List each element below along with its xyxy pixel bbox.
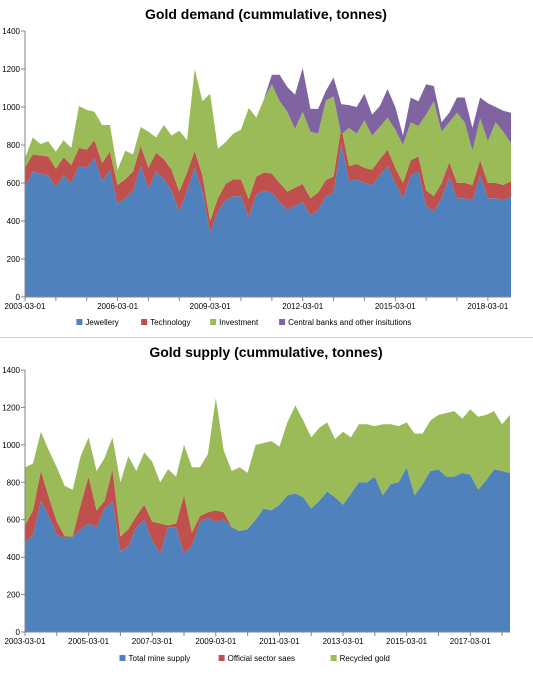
legend-swatch [76, 319, 83, 325]
x-tick-label: 2009-03-01 [190, 302, 231, 311]
x-tick-label: 2006-03-01 [97, 302, 138, 311]
legend-label: Technology [150, 318, 190, 327]
legend-swatch [218, 655, 225, 661]
x-tick-label: 2011-03-01 [259, 637, 300, 646]
y-tick-label: 400 [7, 553, 21, 562]
area-series-jewellery [25, 143, 511, 297]
gold-supply-svg: Gold supply (cummulative, tonnes) 0 200 400… [2, 344, 510, 663]
y-tick-label: 0 [16, 293, 21, 302]
legend-swatch [279, 319, 286, 325]
legend-label: Central banks and other insitutions [288, 318, 411, 327]
y-tick-label: 200 [7, 255, 21, 264]
y-tick-label: 1000 [2, 103, 20, 112]
y-tick-label: 1400 [2, 27, 20, 36]
legend-swatch [210, 319, 217, 325]
area-series-investment [25, 69, 511, 221]
legend-item: Recycled gold [330, 654, 390, 663]
y-tick-label: 0 [16, 628, 21, 637]
x-tick-label: 2005-03-01 [68, 637, 109, 646]
x-tick-label: 2007-03-01 [132, 637, 173, 646]
x-tick-label: 2015-03-01 [375, 302, 416, 311]
x-tick-label: 2018-03-01 [467, 302, 508, 311]
y-tick-label: 800 [7, 141, 21, 150]
x-tick-label: 2015-03-01 [386, 637, 427, 646]
y-tick-label: 600 [7, 179, 21, 188]
x-tick-label: 2012-03-01 [282, 302, 323, 311]
area-series-total-mine-supply [25, 467, 510, 632]
gold-demand-chart: Gold demand (cummulative, tonnes) 0 200 400… [0, 0, 533, 337]
y-tick-label: 800 [7, 478, 21, 487]
y-tick-label: 400 [7, 217, 21, 226]
panel-divider [0, 337, 533, 338]
legend-swatch [141, 319, 148, 325]
y-tick-label: 200 [7, 591, 21, 600]
area-series-central-banks-and-other-insitutions [25, 68, 511, 170]
legend-item: Total mine supply [119, 654, 191, 663]
area-series-technology [25, 126, 511, 233]
y-tick-label: 1200 [2, 403, 20, 412]
gold-demand-svg: Gold demand (cummulative, tonnes) 0 200 400… [2, 6, 511, 327]
y-tick-label: 1400 [2, 366, 20, 375]
legend-swatch [119, 655, 126, 661]
legend-item: Investment [210, 318, 259, 327]
legend-swatch [330, 655, 337, 661]
x-tick-label: 2003-03-01 [5, 637, 46, 646]
area-series-recycled-gold [25, 398, 510, 537]
legend-label: Jewellery [85, 318, 118, 327]
legend-label: Official sector saes [228, 654, 295, 663]
x-tick-label: 2017-03-01 [450, 637, 491, 646]
legend-item: Technology [141, 318, 191, 327]
legend-item: Official sector saes [218, 654, 295, 663]
x-tick-label: 2003-03-01 [5, 302, 46, 311]
legend-item: Jewellery [76, 318, 119, 327]
legend-label: Recycled gold [340, 654, 390, 663]
legend-label: Investment [219, 318, 259, 327]
y-tick-label: 1000 [2, 441, 20, 450]
legend-item: Central banks and other insitutions [279, 318, 411, 327]
x-tick-label: 2009-03-01 [195, 637, 236, 646]
chart-title: Gold demand (cummulative, tonnes) [145, 6, 387, 22]
gold-supply-chart: Gold supply (cummulative, tonnes) 0 200 400… [0, 338, 533, 675]
y-tick-label: 600 [7, 516, 21, 525]
x-tick-label: 2013-03-01 [323, 637, 364, 646]
chart-title: Gold supply (cummulative, tonnes) [149, 344, 382, 360]
legend-label: Total mine supply [129, 654, 191, 663]
y-tick-label: 1200 [2, 65, 20, 74]
